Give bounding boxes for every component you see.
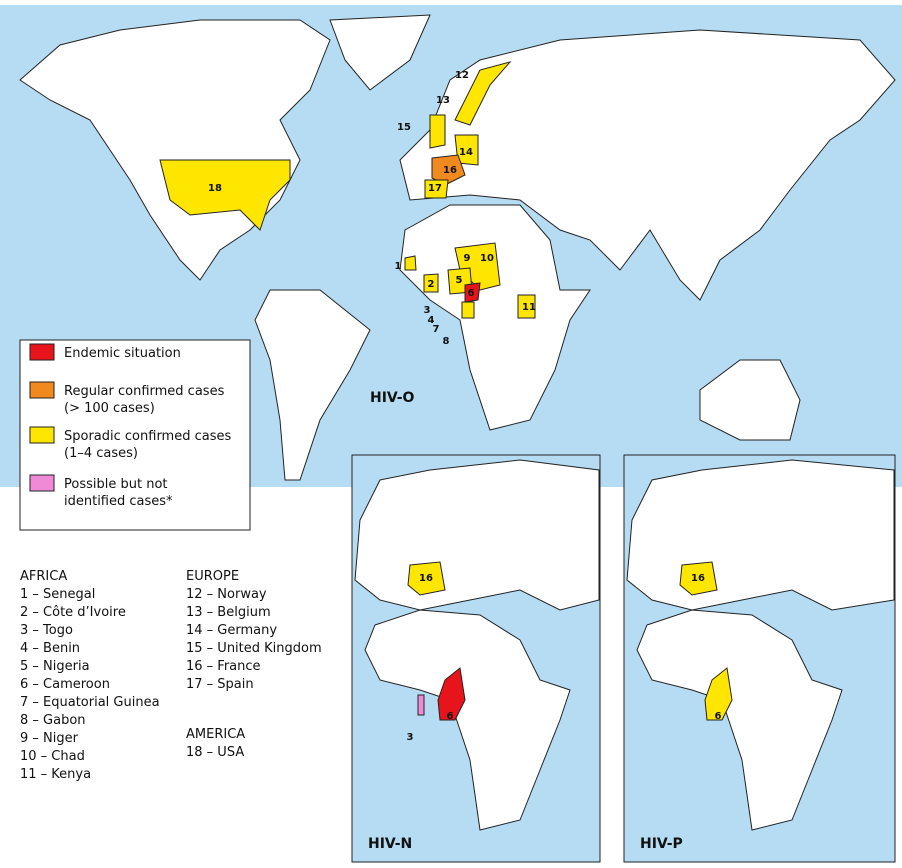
- map-title: HIV-O: [370, 390, 415, 406]
- map-label: 16: [443, 165, 457, 176]
- legend-label: Possible but not: [64, 477, 168, 492]
- map-label: 16: [419, 573, 433, 584]
- legend-swatch: [29, 381, 55, 399]
- map-label: 10: [480, 253, 494, 264]
- key-item: 16 – France: [186, 659, 261, 674]
- key-item: 5 – Nigeria: [20, 659, 90, 674]
- legend-swatch: [29, 474, 55, 492]
- legend-label: identified cases*: [64, 494, 173, 509]
- map-label: 14: [459, 147, 473, 158]
- key-item: 9 – Niger: [20, 731, 79, 746]
- legend-label: Endemic situation: [64, 346, 181, 361]
- map-label: 17: [428, 183, 442, 194]
- map-label: 18: [208, 183, 222, 194]
- key-item: 12 – Norway: [186, 587, 267, 602]
- key-item: 8 – Gabon: [20, 713, 86, 728]
- map-labels: 18 12 13 15 14 16 17 9 10 1 2 5 6 3 4 7 …: [208, 70, 536, 406]
- map-label: 1: [395, 261, 402, 272]
- map-label: 5: [456, 275, 463, 286]
- key-item: 15 – United Kingdom: [186, 641, 322, 656]
- key-item: 14 – Germany: [186, 623, 277, 638]
- map-label: 13: [436, 95, 450, 106]
- key-item: 6 – Cameroon: [20, 677, 110, 692]
- key-item: 7 – Equatorial Guinea: [20, 695, 160, 710]
- key-item: 18 – USA: [186, 745, 244, 760]
- legend-swatch: [29, 343, 55, 361]
- key-heading: EUROPE: [186, 569, 239, 584]
- key-heading: AFRICA: [20, 569, 67, 584]
- map-label: 8: [443, 336, 450, 347]
- key-item: 2 – Côte d’Ivoire: [20, 605, 126, 620]
- legend-label: (> 100 cases): [64, 401, 155, 416]
- inset-hiv-n: 16 6 3 HIV-N: [351, 454, 601, 863]
- legend-label: (1–4 cases): [64, 446, 138, 461]
- inset-hiv-p: 16 6 HIV-P: [623, 454, 896, 863]
- map-label: 2: [428, 279, 435, 290]
- country-key: AFRICA 1 – Senegal 2 – Côte d’Ivoire 3 – To…: [20, 569, 322, 782]
- map-label: 11: [522, 302, 536, 313]
- map-label: 16: [691, 573, 705, 584]
- map-label: 4: [428, 315, 435, 326]
- map-label: 12: [455, 70, 469, 81]
- key-item: 10 – Chad: [20, 749, 85, 764]
- map-label: 3: [424, 305, 431, 316]
- map-label: 6: [468, 288, 475, 299]
- map-title: HIV-N: [368, 836, 412, 852]
- map-label: 7: [433, 324, 440, 335]
- key-item: 1 – Senegal: [20, 587, 95, 602]
- key-item: 17 – Spain: [186, 677, 254, 692]
- key-item: 3 – Togo: [20, 623, 73, 638]
- key-item: 13 – Belgium: [186, 605, 271, 620]
- legend-label: Regular confirmed cases: [64, 384, 225, 399]
- key-heading: AMERICA: [186, 727, 245, 742]
- legend: Endemic situation Regular confirmed cases…: [19, 339, 251, 531]
- map-label: 9: [464, 253, 471, 264]
- map-label: 3: [407, 732, 414, 743]
- legend-label: Sporadic confirmed cases: [64, 429, 231, 444]
- map-label: 6: [447, 711, 454, 722]
- world-map: [19, 14, 896, 481]
- key-item: 4 – Benin: [20, 641, 80, 656]
- map-label: 6: [715, 711, 722, 722]
- map-title: HIV-P: [640, 836, 683, 852]
- legend-swatch: [29, 426, 55, 444]
- map-label: 15: [397, 122, 411, 133]
- key-item: 11 – Kenya: [20, 767, 91, 782]
